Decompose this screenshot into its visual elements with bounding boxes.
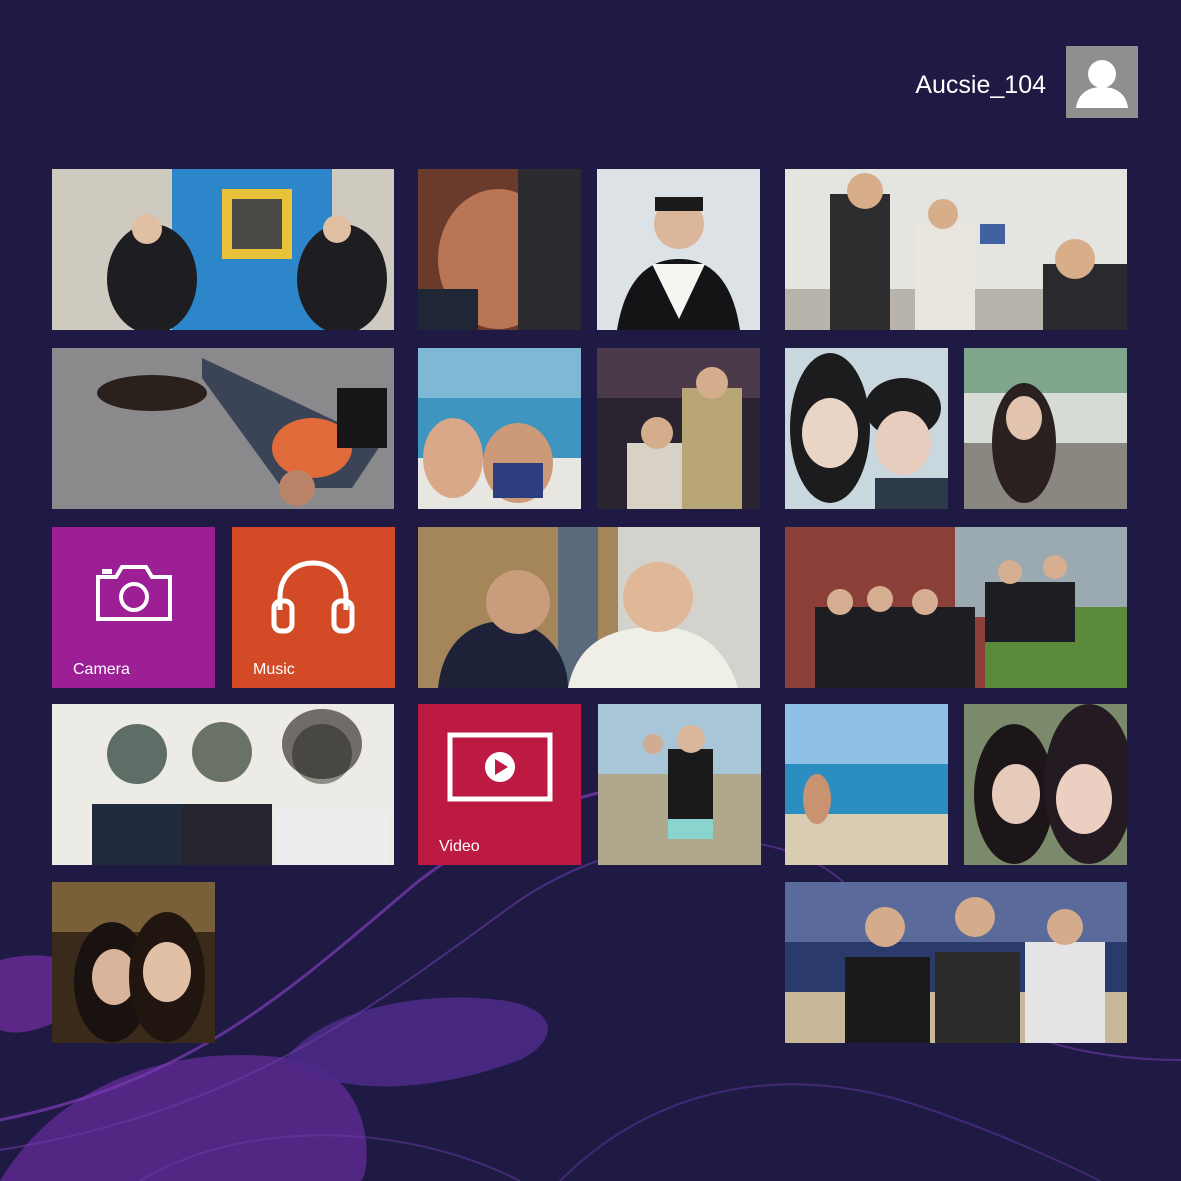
photo-tile-lying-with-dog[interactable]	[52, 348, 394, 509]
camera-app-tile[interactable]: Camera	[52, 527, 215, 688]
photo-tile-girls-selfie[interactable]	[964, 704, 1127, 865]
video-app-tile[interactable]: Video	[418, 704, 581, 865]
headphones-icon	[271, 560, 355, 634]
user-name: Aucsie_104	[915, 71, 1046, 99]
photo-tile-boat-friends[interactable]	[418, 348, 581, 509]
photo-tile-graduation-group[interactable]	[785, 527, 1127, 688]
camera-icon	[96, 565, 172, 621]
photo-tile-night-street[interactable]	[597, 348, 760, 509]
photo-tile-face-cover[interactable]	[418, 169, 581, 330]
camera-label: Camera	[73, 661, 130, 678]
play-icon	[447, 732, 553, 802]
video-label: Video	[439, 838, 480, 855]
user-avatar[interactable]	[1066, 46, 1138, 118]
photo-tile-group-room[interactable]	[785, 169, 1127, 330]
photo-tile-face-masks[interactable]	[52, 704, 394, 865]
photo-tile-two-friends-cafe[interactable]	[418, 527, 760, 688]
person-icon	[1076, 60, 1128, 108]
photo-tile-graduates-door[interactable]	[52, 169, 394, 330]
photo-tile-sea-wade[interactable]	[785, 704, 948, 865]
photo-tile-hotspring[interactable]	[964, 348, 1127, 509]
photo-tile-beach-pose[interactable]	[598, 704, 761, 865]
photo-tile-train-trio[interactable]	[785, 882, 1127, 1043]
photo-tile-selfie-pair[interactable]	[785, 348, 948, 509]
music-label: Music	[253, 661, 295, 678]
photo-tile-two-girls[interactable]	[52, 882, 215, 1043]
photo-tile-graduate-portrait[interactable]	[597, 169, 760, 330]
music-app-tile[interactable]: Music	[232, 527, 395, 688]
